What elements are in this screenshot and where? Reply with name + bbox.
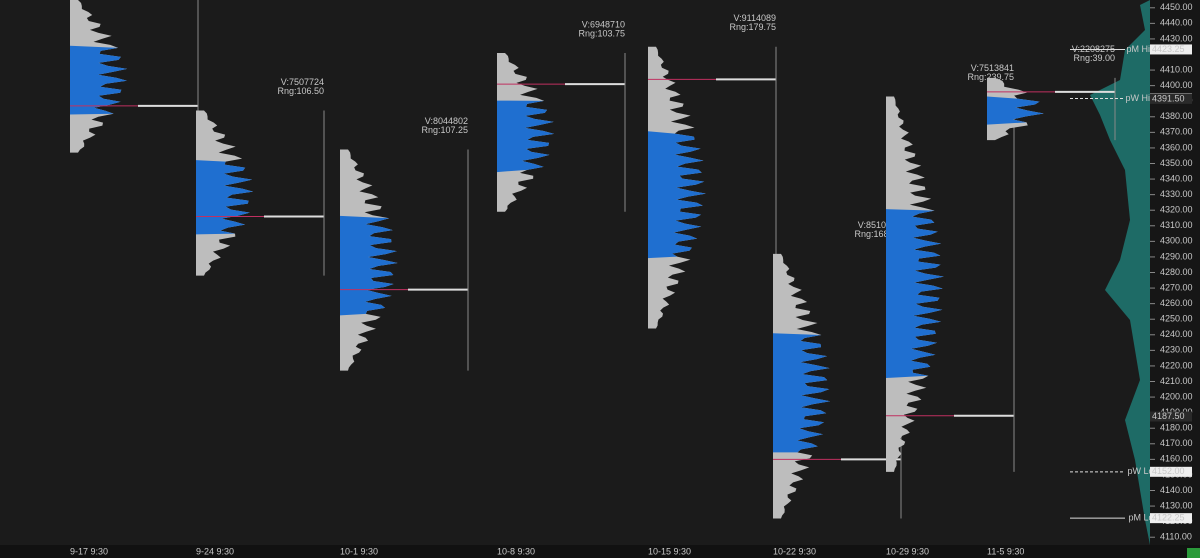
y-tick-label: 4270.00 xyxy=(1160,282,1193,292)
x-tick-label: 9-17 9:30 xyxy=(70,546,108,556)
y-tick-label: 4370.00 xyxy=(1160,127,1193,137)
y-tick-label: 4250.00 xyxy=(1160,314,1193,324)
y-tick-label: 4260.00 xyxy=(1160,298,1193,308)
y-tick-label: 4180.00 xyxy=(1160,423,1193,433)
range-label: Rng:106.50 xyxy=(277,86,324,96)
y-tick-label: 4410.00 xyxy=(1160,64,1193,74)
range-label: Rng:107.25 xyxy=(421,125,468,135)
y-tick-label: 4230.00 xyxy=(1160,345,1193,355)
price-marker: 4187.50 xyxy=(1152,411,1185,421)
y-tick-label: 4240.00 xyxy=(1160,329,1193,339)
volume-label: V:8510932 xyxy=(858,220,901,230)
y-tick-label: 4220.00 xyxy=(1160,360,1193,370)
price-axis xyxy=(1150,0,1200,545)
volume-label: V:7507724 xyxy=(281,77,324,87)
price-badge xyxy=(1150,411,1192,422)
y-tick-label: 4110.00 xyxy=(1160,532,1192,542)
x-tick-label: 10-29 9:30 xyxy=(886,546,929,556)
value-area xyxy=(70,45,128,115)
y-tick-label: 4170.00 xyxy=(1160,438,1193,448)
level-value: 4423.25 xyxy=(1152,44,1185,54)
range-label: Rng:103.75 xyxy=(578,28,625,38)
y-tick-label: 4380.00 xyxy=(1160,111,1193,121)
x-tick-label: 10-15 9:30 xyxy=(648,546,691,556)
y-tick-label: 4300.00 xyxy=(1160,236,1193,246)
value-area xyxy=(886,209,944,378)
y-tick-label: 4280.00 xyxy=(1160,267,1193,277)
y-tick-label: 4310.00 xyxy=(1160,220,1193,230)
volume-profile xyxy=(1090,0,1150,545)
profile xyxy=(648,46,706,329)
time-axis xyxy=(0,545,1200,558)
level-name: pW High xyxy=(1125,93,1160,103)
value-area xyxy=(773,333,831,453)
value-area xyxy=(648,131,706,259)
y-tick-label: 4290.00 xyxy=(1160,251,1193,261)
volume-label: V:6948710 xyxy=(582,19,625,29)
level-badge xyxy=(1150,44,1192,55)
y-tick-label: 4330.00 xyxy=(1160,189,1193,199)
x-tick-label: 10-8 9:30 xyxy=(497,546,535,556)
y-tick-label: 4440.00 xyxy=(1160,18,1193,28)
level-badge xyxy=(1150,513,1192,524)
y-tick-label: 4160.00 xyxy=(1160,454,1193,464)
level-badge xyxy=(1150,466,1192,477)
price-marker: 4391.50 xyxy=(1152,93,1185,103)
y-tick-label: 4140.00 xyxy=(1160,485,1193,495)
range-label: Rng:168.25 xyxy=(854,229,901,239)
status-indicator xyxy=(1187,548,1200,558)
y-tick-label: 4320.00 xyxy=(1160,205,1193,215)
y-tick-label: 4130.00 xyxy=(1160,500,1193,510)
y-tick-label: 4400.00 xyxy=(1160,80,1193,90)
volume-label: V:7513841 xyxy=(971,63,1014,73)
volume-label: V:8044802 xyxy=(425,116,468,126)
level-name: pM Low xyxy=(1128,513,1160,523)
level-name: pM High xyxy=(1126,44,1160,54)
y-tick-label: 4340.00 xyxy=(1160,173,1193,183)
x-tick-label: 10-22 9:30 xyxy=(773,546,816,556)
range-label: Rng:179.75 xyxy=(729,22,776,32)
value-area xyxy=(196,160,254,235)
y-tick-label: 4360.00 xyxy=(1160,142,1193,152)
x-tick-label: 11-5 9:30 xyxy=(987,546,1024,556)
value-area xyxy=(340,215,398,316)
x-tick-label: 10-1 9:30 xyxy=(340,546,378,556)
price-badge xyxy=(1150,93,1192,104)
range-label: Rng:39.00 xyxy=(1073,53,1115,63)
range-label: Rng:239.75 xyxy=(967,72,1014,82)
y-tick-label: 4450.00 xyxy=(1160,2,1193,12)
y-tick-label: 4210.00 xyxy=(1160,376,1193,386)
y-tick-label: 4200.00 xyxy=(1160,391,1193,401)
y-tick-label: 4350.00 xyxy=(1160,158,1193,168)
x-tick-label: 9-24 9:30 xyxy=(196,546,234,556)
y-tick-label: 4430.00 xyxy=(1160,33,1193,43)
level-name: pW Low xyxy=(1127,466,1160,476)
level-value: 4152.00 xyxy=(1152,466,1185,476)
volume-label: V:9114089 xyxy=(733,13,776,23)
level-value: 4122.25 xyxy=(1152,513,1185,523)
value-area xyxy=(987,96,1044,125)
value-area xyxy=(497,100,555,173)
